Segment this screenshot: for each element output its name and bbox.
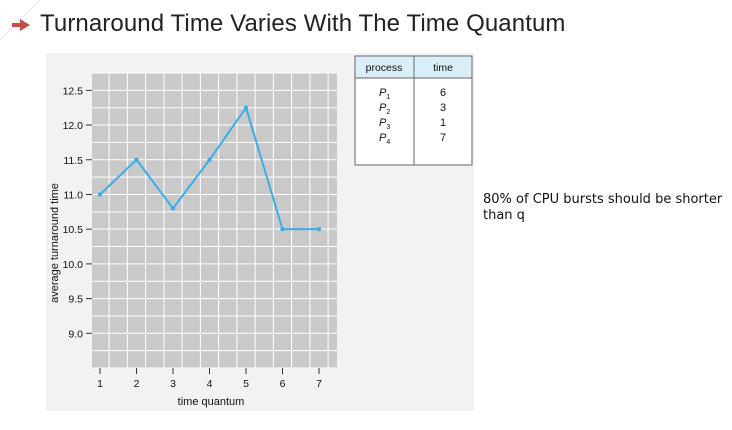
y-tick-label: 10.5 (63, 224, 84, 236)
x-tick-label: 6 (280, 378, 286, 390)
line-chart: 9.0 9.5 10.0 10.5 11.0 11.5 12.0 12.5 1 2 3 4 5 6 7 av… (49, 55, 473, 408)
data-point (134, 157, 139, 162)
table-cell-time: 1 (440, 117, 446, 129)
y-tick-label: 9.5 (68, 294, 83, 306)
table-cell-time: 6 (440, 87, 446, 99)
y-tick-label: 11.5 (63, 155, 83, 167)
data-point (280, 226, 285, 232)
y-tick-label: 11.0 (63, 189, 83, 201)
x-tick-label: 7 (316, 378, 322, 390)
table-cell-time: 7 (440, 132, 446, 144)
y-tick-label: 12.5 (63, 85, 84, 97)
data-point (316, 226, 322, 232)
x-tick-label: 2 (134, 378, 140, 390)
table-cell-process: P3 (379, 117, 390, 131)
data-point (243, 105, 249, 110)
x-tick-label: 3 (170, 378, 176, 390)
data-point (97, 192, 103, 197)
y-axis-label: average turnaround time (49, 183, 61, 303)
triangle-bullet-icon (12, 19, 30, 31)
table-cell-time: 3 (440, 102, 446, 114)
plot-background (92, 73, 337, 368)
table-cell-process: P4 (379, 132, 390, 146)
x-tick-label: 1 (97, 378, 103, 390)
table-cell-process: P1 (379, 87, 390, 101)
x-tick-label: 4 (207, 378, 213, 390)
table-header-time: time (433, 62, 453, 74)
data-point (170, 206, 176, 211)
figure-panel: 9.0 9.5 10.0 10.5 11.0 11.5 12.0 12.5 1 2 3 4 5 6 7 av… (46, 53, 474, 411)
y-tick-label: 9.0 (68, 328, 83, 340)
table-header-process: process (366, 62, 403, 74)
data-point (207, 157, 212, 162)
y-tick-label: 12.0 (63, 120, 84, 132)
cpu-burst-note: 80% of CPU bursts should be shorter than… (483, 192, 723, 223)
slide-title: Turnaround Time Varies With The Time Qua… (40, 10, 566, 37)
process-table: process time P1 6 P2 3 P3 1 P4 7 (354, 55, 473, 166)
x-axis-label: time quantum (178, 396, 245, 408)
x-tick-label: 5 (243, 378, 249, 390)
y-tick-label: 10.0 (63, 259, 84, 271)
table-cell-process: P2 (379, 102, 390, 116)
